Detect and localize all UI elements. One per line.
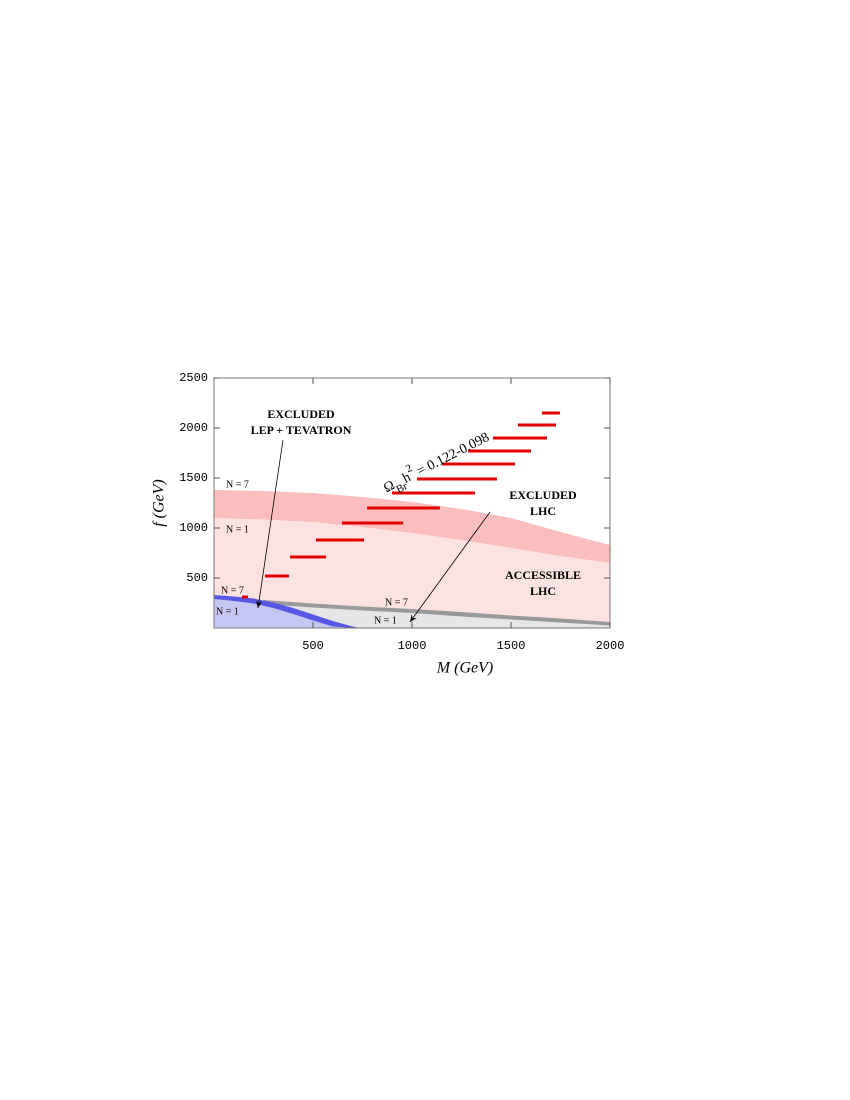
n-label: N = 7: [221, 585, 244, 596]
region: [214, 518, 610, 622]
y-tick-label: 500: [186, 571, 208, 585]
x-tick-label: 2000: [596, 639, 625, 653]
x-tick-label: 500: [302, 639, 324, 653]
annotation: EXCLUDED: [509, 488, 577, 502]
n-label: N = 1: [226, 524, 249, 535]
y-tick-label: 1500: [179, 471, 208, 485]
x-tick-label: 1500: [497, 639, 526, 653]
region: [214, 595, 361, 628]
y-tick-label: 2500: [179, 371, 208, 385]
annotation: ACCESSIBLE: [505, 568, 581, 582]
n-label: N = 7: [226, 479, 249, 490]
arrow: [255, 439, 284, 609]
arrow: [409, 511, 491, 623]
annotation: LEP + TEVATRON: [251, 423, 352, 437]
y-tick-label: 1000: [179, 521, 208, 535]
n-label: N = 1: [374, 615, 397, 626]
region: [263, 604, 610, 628]
region: [263, 600, 610, 626]
region: [214, 599, 343, 628]
n-label: N = 7: [385, 597, 408, 608]
y-tick-label: 2000: [179, 421, 208, 435]
omega-superscript: 2: [404, 462, 414, 475]
y-axis-label: f (GeV): [151, 479, 168, 527]
region: [214, 490, 610, 563]
x-axis-label: M (GeV): [436, 660, 493, 677]
x-tick-label: 1000: [398, 639, 427, 653]
n-label: N = 1: [216, 606, 239, 617]
annotation: LHC: [530, 584, 556, 598]
omega-subscript: Br: [394, 480, 410, 496]
annotation: EXCLUDED: [267, 407, 335, 421]
annotation: LHC: [530, 504, 556, 518]
